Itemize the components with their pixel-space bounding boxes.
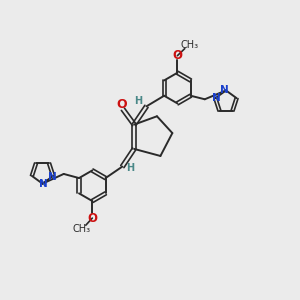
Text: N: N [220, 85, 229, 95]
Text: O: O [172, 49, 182, 62]
Text: O: O [116, 98, 127, 111]
Text: N: N [212, 93, 220, 103]
Text: O: O [87, 212, 97, 225]
Text: H: H [127, 163, 135, 173]
Text: N: N [48, 172, 57, 182]
Text: H: H [134, 96, 142, 106]
Text: N: N [39, 179, 48, 189]
Text: CH₃: CH₃ [181, 40, 199, 50]
Text: CH₃: CH₃ [72, 224, 90, 234]
